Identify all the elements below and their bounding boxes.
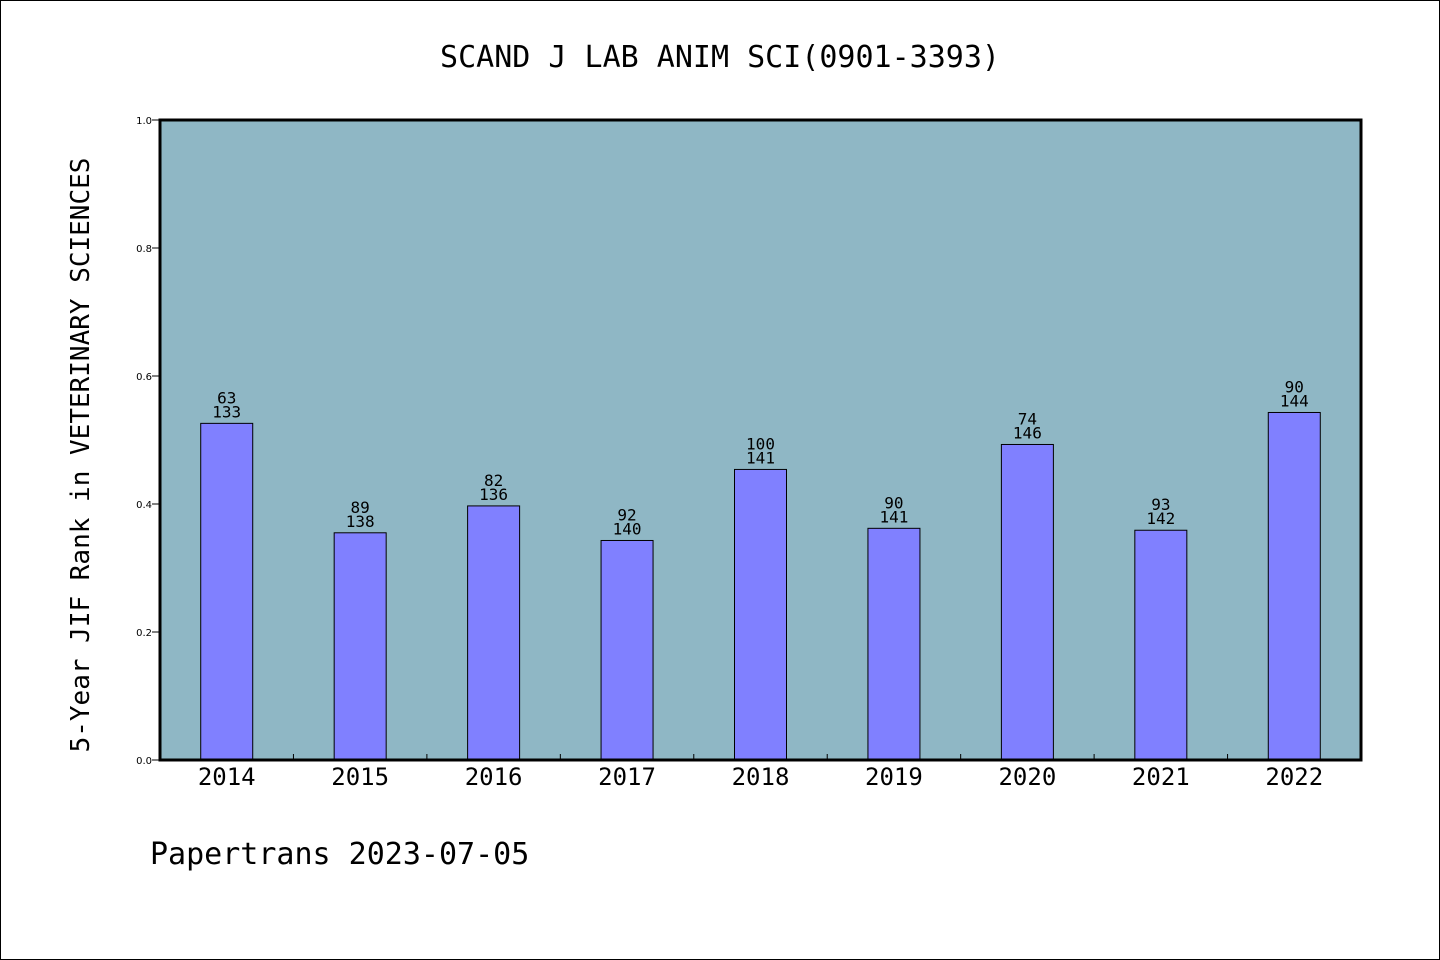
x-tick-label: 2018 xyxy=(732,763,790,791)
bar xyxy=(1000,443,1054,761)
bar xyxy=(867,527,921,761)
bar-rank-label: 89 xyxy=(351,498,370,517)
x-tick-label: 2022 xyxy=(1265,763,1323,791)
bar-total-label: 146 xyxy=(1013,423,1042,442)
bar xyxy=(200,422,254,761)
bar-total-label: 142 xyxy=(1146,509,1175,528)
bar xyxy=(1267,411,1321,761)
bar-total-label: 141 xyxy=(879,507,908,526)
y-tick-label: 0.6 xyxy=(136,372,152,383)
bar-series: 6313389138821369214010014190141741469314… xyxy=(200,377,1321,761)
bar-rank-label: 90 xyxy=(884,493,903,512)
bar-rank-label: 93 xyxy=(1151,495,1170,514)
y-axis: 0.0 0.2 0.4 0.6 0.8 1.0 xyxy=(136,116,160,767)
y-tick-label: 0.4 xyxy=(136,500,152,511)
x-tick-label: 2019 xyxy=(865,763,923,791)
bar-total-label: 136 xyxy=(479,485,508,504)
bar-rank-label: 63 xyxy=(217,388,236,407)
x-tick-label: 2017 xyxy=(598,763,656,791)
bar xyxy=(333,532,387,761)
y-tick-label: 0.0 xyxy=(136,756,152,767)
y-tick-label: 1.0 xyxy=(136,116,152,127)
chart-title: SCAND J LAB ANIM SCI(0901-3393) xyxy=(440,40,1000,75)
footer-text: Papertrans 2023-07-05 xyxy=(150,837,529,872)
bar-rank-label: 82 xyxy=(484,471,503,490)
bar-rank-label: 90 xyxy=(1285,377,1304,396)
bar-total-label: 144 xyxy=(1280,391,1309,410)
y-tick-label: 0.8 xyxy=(136,244,152,255)
y-axis-label: 5-Year JIF Rank in VETERINARY SCIENCES xyxy=(66,158,96,753)
bar-total-label: 138 xyxy=(346,512,375,531)
x-tick-label: 2020 xyxy=(998,763,1056,791)
y-tick-label: 0.2 xyxy=(136,628,152,639)
bar-total-label: 140 xyxy=(613,519,642,538)
bar xyxy=(1134,529,1188,761)
bar xyxy=(600,539,654,761)
bar-rank-label: 74 xyxy=(1018,409,1037,428)
bar-rank-label: 100 xyxy=(746,434,775,453)
bar-rank-label: 92 xyxy=(617,505,636,524)
x-tick-label: 2021 xyxy=(1132,763,1190,791)
bar xyxy=(734,468,787,761)
x-tick-label: 2014 xyxy=(198,763,256,791)
bar-total-label: 133 xyxy=(212,402,241,421)
x-tick-label: 2016 xyxy=(465,763,523,791)
x-tick-label: 2015 xyxy=(331,763,389,791)
bar-total-label: 141 xyxy=(746,448,775,467)
bar xyxy=(467,505,521,761)
plot-frame xyxy=(158,118,1363,762)
x-axis: 2014 2015 2016 2017 2018 2019 2020 2021 2022 xyxy=(198,754,1323,791)
